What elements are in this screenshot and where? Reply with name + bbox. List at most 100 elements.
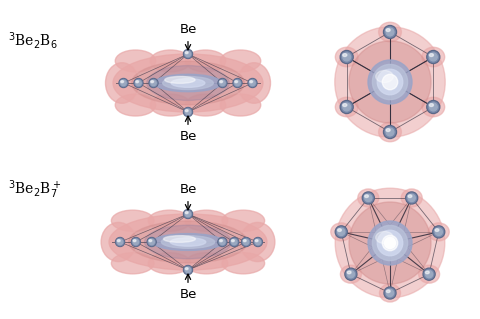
Ellipse shape	[424, 269, 434, 279]
Ellipse shape	[343, 104, 347, 107]
Ellipse shape	[230, 238, 238, 246]
Ellipse shape	[113, 54, 263, 112]
Ellipse shape	[148, 238, 155, 246]
Ellipse shape	[184, 108, 192, 115]
Ellipse shape	[185, 94, 226, 116]
Ellipse shape	[150, 79, 157, 86]
Ellipse shape	[250, 80, 255, 86]
Ellipse shape	[382, 74, 398, 90]
Ellipse shape	[117, 238, 124, 246]
Ellipse shape	[343, 103, 350, 111]
Circle shape	[384, 26, 396, 39]
Ellipse shape	[386, 29, 390, 32]
Circle shape	[384, 125, 396, 138]
Ellipse shape	[435, 228, 443, 235]
Circle shape	[362, 192, 374, 204]
Ellipse shape	[170, 238, 206, 246]
Ellipse shape	[235, 80, 240, 86]
Ellipse shape	[343, 54, 347, 56]
Ellipse shape	[222, 253, 264, 274]
Ellipse shape	[254, 238, 262, 246]
Ellipse shape	[150, 50, 191, 72]
Ellipse shape	[151, 81, 154, 83]
Ellipse shape	[386, 129, 390, 131]
Circle shape	[335, 226, 347, 238]
Circle shape	[183, 265, 192, 275]
Ellipse shape	[129, 221, 247, 263]
Ellipse shape	[111, 253, 154, 274]
Ellipse shape	[341, 102, 352, 112]
Ellipse shape	[185, 50, 226, 72]
Ellipse shape	[185, 52, 188, 54]
Ellipse shape	[109, 214, 267, 270]
Ellipse shape	[185, 268, 188, 270]
Ellipse shape	[117, 239, 123, 245]
Ellipse shape	[343, 53, 350, 61]
Ellipse shape	[335, 27, 445, 137]
Ellipse shape	[133, 240, 136, 242]
Ellipse shape	[185, 109, 191, 115]
Ellipse shape	[386, 290, 390, 293]
Ellipse shape	[135, 79, 142, 86]
Ellipse shape	[243, 239, 249, 245]
Ellipse shape	[185, 253, 228, 274]
Circle shape	[340, 50, 353, 63]
Ellipse shape	[365, 194, 372, 202]
Ellipse shape	[117, 240, 120, 242]
Ellipse shape	[340, 265, 361, 283]
Ellipse shape	[377, 69, 403, 95]
Ellipse shape	[106, 63, 139, 103]
Circle shape	[218, 238, 227, 247]
Ellipse shape	[349, 202, 431, 284]
Ellipse shape	[133, 239, 139, 245]
Ellipse shape	[385, 127, 395, 137]
Ellipse shape	[136, 80, 141, 86]
Text: $^3$Be$_2$B$_6$: $^3$Be$_2$B$_6$	[8, 30, 58, 51]
Ellipse shape	[231, 240, 234, 242]
Ellipse shape	[385, 27, 395, 37]
Circle shape	[241, 238, 251, 247]
Ellipse shape	[430, 103, 437, 111]
Ellipse shape	[149, 240, 152, 242]
Circle shape	[427, 50, 440, 63]
Ellipse shape	[434, 227, 444, 237]
Ellipse shape	[220, 94, 261, 116]
Ellipse shape	[368, 60, 412, 104]
Ellipse shape	[243, 240, 246, 242]
Ellipse shape	[358, 189, 379, 207]
Ellipse shape	[428, 52, 439, 62]
Ellipse shape	[185, 210, 228, 231]
Ellipse shape	[372, 226, 408, 261]
Ellipse shape	[425, 271, 429, 274]
Ellipse shape	[115, 94, 156, 116]
Ellipse shape	[407, 193, 417, 203]
Ellipse shape	[382, 235, 398, 251]
Ellipse shape	[120, 81, 124, 83]
Circle shape	[340, 100, 353, 114]
Ellipse shape	[377, 230, 403, 256]
Ellipse shape	[132, 238, 140, 246]
Ellipse shape	[164, 236, 195, 242]
Ellipse shape	[231, 239, 237, 245]
Circle shape	[345, 268, 357, 280]
Ellipse shape	[376, 70, 393, 83]
Ellipse shape	[250, 81, 252, 83]
Circle shape	[384, 238, 396, 249]
Ellipse shape	[435, 229, 439, 231]
Ellipse shape	[422, 47, 444, 67]
Ellipse shape	[363, 193, 373, 203]
Circle shape	[134, 78, 143, 87]
Ellipse shape	[372, 64, 408, 100]
Ellipse shape	[379, 122, 401, 142]
Ellipse shape	[222, 210, 264, 231]
Ellipse shape	[255, 240, 258, 242]
Ellipse shape	[220, 80, 225, 86]
Ellipse shape	[171, 79, 205, 87]
Ellipse shape	[336, 97, 358, 117]
Ellipse shape	[120, 79, 127, 86]
Ellipse shape	[185, 51, 191, 57]
Ellipse shape	[147, 66, 229, 100]
Ellipse shape	[385, 288, 395, 298]
Ellipse shape	[149, 239, 155, 245]
Ellipse shape	[379, 22, 401, 42]
